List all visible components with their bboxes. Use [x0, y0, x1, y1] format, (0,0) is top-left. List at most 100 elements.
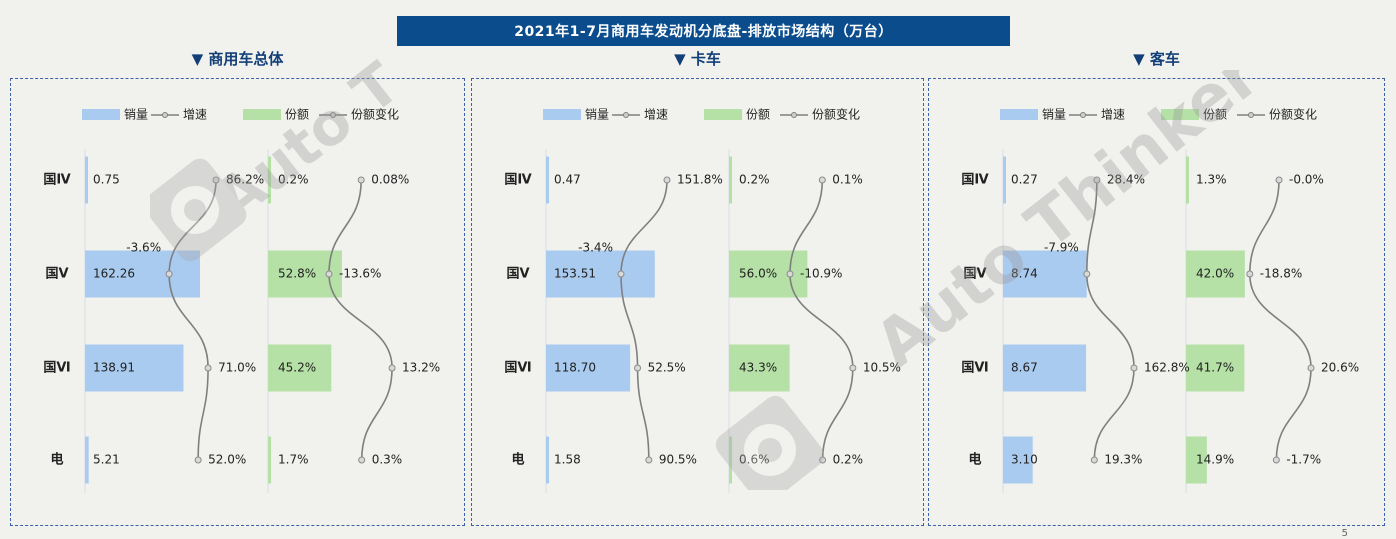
growth-point-1: [1083, 270, 1091, 278]
growth-value-label-3: 52.0%: [208, 453, 246, 467]
growth-point-1: [617, 270, 625, 278]
share-change-point-0: [818, 176, 826, 184]
legend: 销量 增速 份额 份额变化: [1000, 107, 1317, 122]
sales-value-label-1: 8.74: [1011, 267, 1038, 281]
growth-point-3: [645, 456, 653, 464]
category-label-3: 电: [50, 452, 63, 468]
sales-value-label-1: 153.51: [554, 267, 596, 281]
category-label-1: 国Ⅴ: [506, 267, 529, 282]
legend-growth-label: 增速: [1101, 108, 1125, 122]
sales-value-label-2: 118.70: [554, 361, 596, 375]
share-value-label-2: 43.3%: [739, 361, 777, 375]
sales-value-label-1: 162.26: [93, 267, 135, 281]
sales-bar-3: [546, 436, 549, 484]
share-value-label-3: 1.7%: [278, 453, 309, 467]
legend-sales-swatch: [1000, 109, 1038, 120]
category-label-0: 国Ⅳ: [961, 173, 989, 188]
growth-value-label-2: 71.0%: [218, 361, 256, 375]
share-change-value-label-2: 20.6%: [1321, 361, 1359, 375]
growth-value-label-1: -3.4%: [578, 241, 613, 255]
growth-value-label-0: 86.2%: [226, 173, 264, 187]
legend-sales-label: 销量: [585, 108, 609, 122]
panel-truck: 销量 增速 份额 份额变化 国Ⅳ 国Ⅴ 国Ⅵ 电 0.47 153.51 118.70 1.58 0.2…: [471, 78, 924, 526]
share-value-label-2: 45.2%: [278, 361, 316, 375]
share-bar-2: [1186, 344, 1245, 392]
share-value-label-0: 0.2%: [739, 173, 770, 187]
category-label-2: 国Ⅵ: [961, 361, 988, 376]
category-label-1: 国Ⅴ: [45, 267, 68, 282]
page-number: 5: [1341, 528, 1348, 539]
share-change-point-0: [1275, 176, 1283, 184]
share-change-value-label-2: 10.5%: [863, 361, 901, 375]
growth-value-label-0: 151.8%: [677, 173, 723, 187]
legend-share-swatch: [704, 109, 742, 120]
share-value-label-0: 0.2%: [278, 173, 309, 187]
growth-line: [1086, 179, 1135, 461]
legend-growth-marker: [162, 112, 168, 118]
legend-share-change-label: 份额变化: [812, 107, 860, 122]
legend-sales-label: 销量: [1042, 108, 1066, 122]
category-label-0: 国Ⅳ: [504, 173, 532, 188]
legend-sales-swatch: [82, 109, 120, 120]
legend-share-change-marker: [791, 112, 797, 118]
share-change-point-1: [786, 270, 794, 278]
growth-point-3: [1090, 456, 1098, 464]
legend-share-label: 份额: [1203, 108, 1227, 122]
growth-point-3: [194, 456, 202, 464]
growth-point-0: [212, 176, 220, 184]
panel-header-truck: ▼ 卡车: [674, 50, 721, 68]
share-value-label-1: 42.0%: [1196, 267, 1234, 281]
share-value-label-3: 0.6%: [739, 453, 770, 467]
growth-point-0: [1093, 176, 1101, 184]
legend: 销量 增速 份额 份额变化: [82, 107, 399, 122]
share-bar-3: [1186, 436, 1207, 484]
growth-point-0: [663, 176, 671, 184]
sales-value-label-0: 0.27: [1011, 173, 1038, 187]
share-bar-2: [729, 344, 790, 392]
sales-bar-1: [546, 250, 655, 298]
legend-share-swatch: [243, 109, 281, 120]
growth-point-1: [165, 270, 173, 278]
share-change-value-label-0: -0.0%: [1289, 173, 1324, 187]
panel-header-overall: ▼ 商用车总体: [191, 50, 284, 68]
category-label-3: 电: [968, 452, 981, 468]
legend-sales-swatch: [543, 109, 581, 120]
growth-value-label-1: -7.9%: [1044, 241, 1079, 255]
share-change-value-label-0: 0.08%: [371, 173, 409, 187]
share-change-value-label-3: -1.7%: [1286, 453, 1321, 467]
share-value-label-0: 1.3%: [1196, 173, 1227, 187]
share-bar-1: [1186, 250, 1245, 298]
growth-value-label-1: -3.6%: [126, 241, 161, 255]
sales-value-label-2: 8.67: [1011, 361, 1038, 375]
panel-header-bus: ▼ 客车: [1133, 50, 1180, 68]
share-change-line: [1248, 179, 1312, 461]
legend-growth-label: 增速: [183, 108, 207, 122]
legend-share-change-label: 份额变化: [1269, 107, 1317, 122]
share-bar-0: [1186, 156, 1189, 204]
share-change-point-3: [819, 456, 827, 464]
share-value-label-3: 14.9%: [1196, 453, 1234, 467]
legend-share-change-marker: [1248, 112, 1254, 118]
share-change-value-label-3: 0.2%: [833, 453, 864, 467]
growth-value-label-3: 19.3%: [1104, 453, 1142, 467]
share-value-label-1: 52.8%: [278, 267, 316, 281]
sales-bar-0: [85, 156, 88, 204]
page-title: 2021年1-7月商用车发动机分底盘-排放市场结构（万台）: [397, 16, 1010, 46]
share-change-value-label-1: -10.9%: [800, 267, 842, 281]
sales-bar-1: [1003, 250, 1087, 298]
category-label-2: 国Ⅵ: [504, 361, 531, 376]
share-change-point-2: [1307, 364, 1315, 372]
share-change-value-label-3: 0.3%: [372, 453, 403, 467]
sales-bar-3: [1003, 436, 1033, 484]
share-bar-1: [729, 250, 808, 298]
legend-growth-marker: [623, 112, 629, 118]
share-change-point-2: [849, 364, 857, 372]
share-change-line: [328, 179, 393, 461]
category-label-1: 国Ⅴ: [963, 267, 986, 282]
share-change-value-label-2: 13.2%: [402, 361, 440, 375]
sales-bar-3: [85, 436, 89, 484]
share-change-point-0: [357, 176, 365, 184]
legend: 销量 增速 份额 份额变化: [543, 107, 860, 122]
